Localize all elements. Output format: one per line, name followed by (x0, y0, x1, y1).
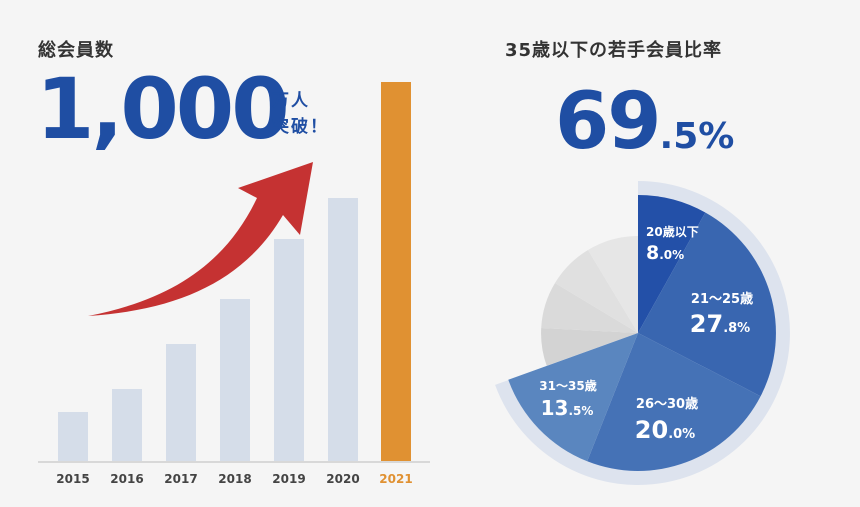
ratio-integer: 69 (555, 77, 662, 167)
slice-label: 21〜25歳 (691, 291, 753, 307)
bar-2015 (58, 412, 88, 461)
pie-slice-26-30 (587, 333, 761, 471)
pie-slice-31-35 (508, 333, 638, 462)
year-label-highlight: 2021 (379, 472, 412, 486)
bar-2019 (274, 239, 304, 461)
slice-label: 20歳以下 (646, 224, 699, 239)
headline-unit-line1: 万人 (272, 91, 310, 111)
headline-unit: 万人 突破！ (272, 88, 329, 140)
pie-slice-under-20 (638, 195, 706, 333)
pie-chart: 20歳以下 8.0% 21〜25歳 27.8% 26〜30歳 20.0% 31〜… (495, 181, 790, 486)
bar-2017 (166, 344, 196, 461)
slice-value: 20.0% (635, 416, 695, 444)
year-label: 2018 (218, 472, 251, 486)
year-label: 2020 (326, 472, 359, 486)
headline-number: 1,000 (36, 60, 290, 158)
headline-unit-line2: 突破！ (272, 117, 329, 137)
ratio-decimal: .5% (659, 116, 735, 157)
bar-2020 (328, 198, 358, 461)
slice-label: 26〜30歳 (636, 396, 698, 412)
slice-value: 13.5% (541, 396, 594, 420)
year-label: 2016 (110, 472, 143, 486)
slice-label: 31〜35歳 (539, 378, 596, 393)
bar-2018 (220, 299, 250, 461)
growth-arrow-icon (88, 162, 313, 316)
slice-value: 8.0% (646, 242, 684, 264)
year-label: 2017 (164, 472, 197, 486)
slice-value: 27.8% (690, 310, 750, 338)
bar-chart: 2015 2016 2017 2018 2019 2020 2021 (38, 82, 430, 486)
bar-2021 (381, 82, 411, 461)
pie-slice-other (588, 236, 638, 333)
total-members-title: 総会員数 (38, 40, 114, 61)
pie-slice-21-25 (638, 212, 776, 397)
year-label: 2015 (56, 472, 89, 486)
year-label: 2019 (272, 472, 305, 486)
pie-slice-other (541, 328, 638, 366)
young-member-ratio: 69.5% (555, 82, 734, 183)
pie-slice-other (555, 250, 638, 333)
young-member-ratio-title: 35歳以下の若手会員比率 (505, 40, 723, 61)
bar-2016 (112, 389, 142, 461)
pie-slice-other (541, 283, 638, 333)
